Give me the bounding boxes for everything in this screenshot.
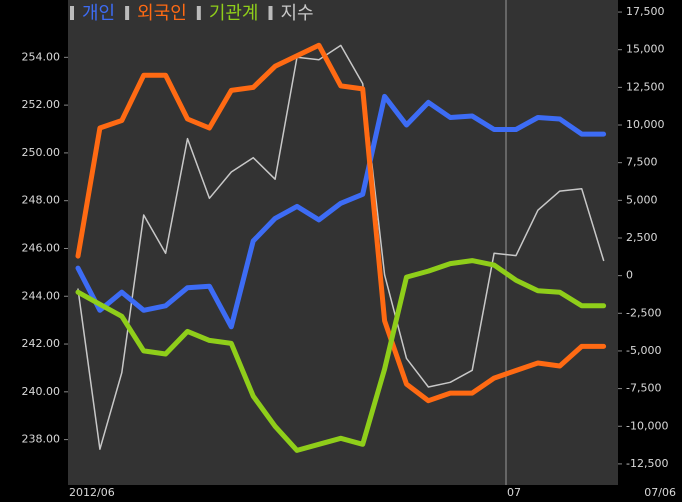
- x-tick-label: 07/06: [644, 486, 676, 499]
- y-tick-label: 248.00: [22, 194, 61, 207]
- series-line: [75, 258, 607, 453]
- series-line: [75, 42, 607, 404]
- series-line: [75, 93, 607, 330]
- y2-tick-label: 15,000: [626, 43, 665, 56]
- y2-tick-label: -7,500: [626, 382, 661, 395]
- y-tick-label: 238.00: [22, 433, 61, 446]
- legend-marker: [268, 6, 273, 20]
- legend-label: 기관계: [209, 3, 259, 24]
- y2-tick-label: -12,500: [626, 457, 668, 470]
- y2-tick-label: -10,000: [626, 419, 668, 432]
- y-tick-label: 246.00: [22, 241, 61, 254]
- legend-label: 외국인: [137, 3, 187, 24]
- y2-tick-label: -5,000: [626, 344, 661, 357]
- legend-label: 지수: [281, 3, 314, 24]
- y2-tick-label: 0: [626, 269, 633, 282]
- y-tick-label: 252.00: [22, 98, 61, 111]
- y-tick-label: 254.00: [22, 50, 61, 63]
- plot-area: [68, 0, 618, 485]
- y2-tick-label: 12,500: [626, 80, 665, 93]
- y-tick-label: 244.00: [22, 289, 61, 302]
- y-tick-label: 250.00: [22, 146, 61, 159]
- series-line: [77, 44, 605, 450]
- y2-tick-label: -2,500: [626, 306, 661, 319]
- legend-marker: [70, 6, 74, 20]
- y2-tick-label: 7,500: [626, 156, 658, 169]
- legend-marker: [125, 6, 130, 20]
- y2-tick-label: 5,000: [626, 193, 658, 206]
- x-tick-label: 2012/06: [69, 486, 115, 499]
- legend-marker: [196, 6, 201, 20]
- y-tick-label: 240.00: [22, 385, 61, 398]
- y-tick-label: 242.00: [22, 337, 61, 350]
- y2-tick-label: 10,000: [626, 118, 665, 131]
- y2-tick-label: 2,500: [626, 231, 658, 244]
- y2-tick-label: 17,500: [626, 5, 665, 18]
- legend-label: 개인: [82, 3, 115, 24]
- x-tick-label: 07: [507, 486, 521, 499]
